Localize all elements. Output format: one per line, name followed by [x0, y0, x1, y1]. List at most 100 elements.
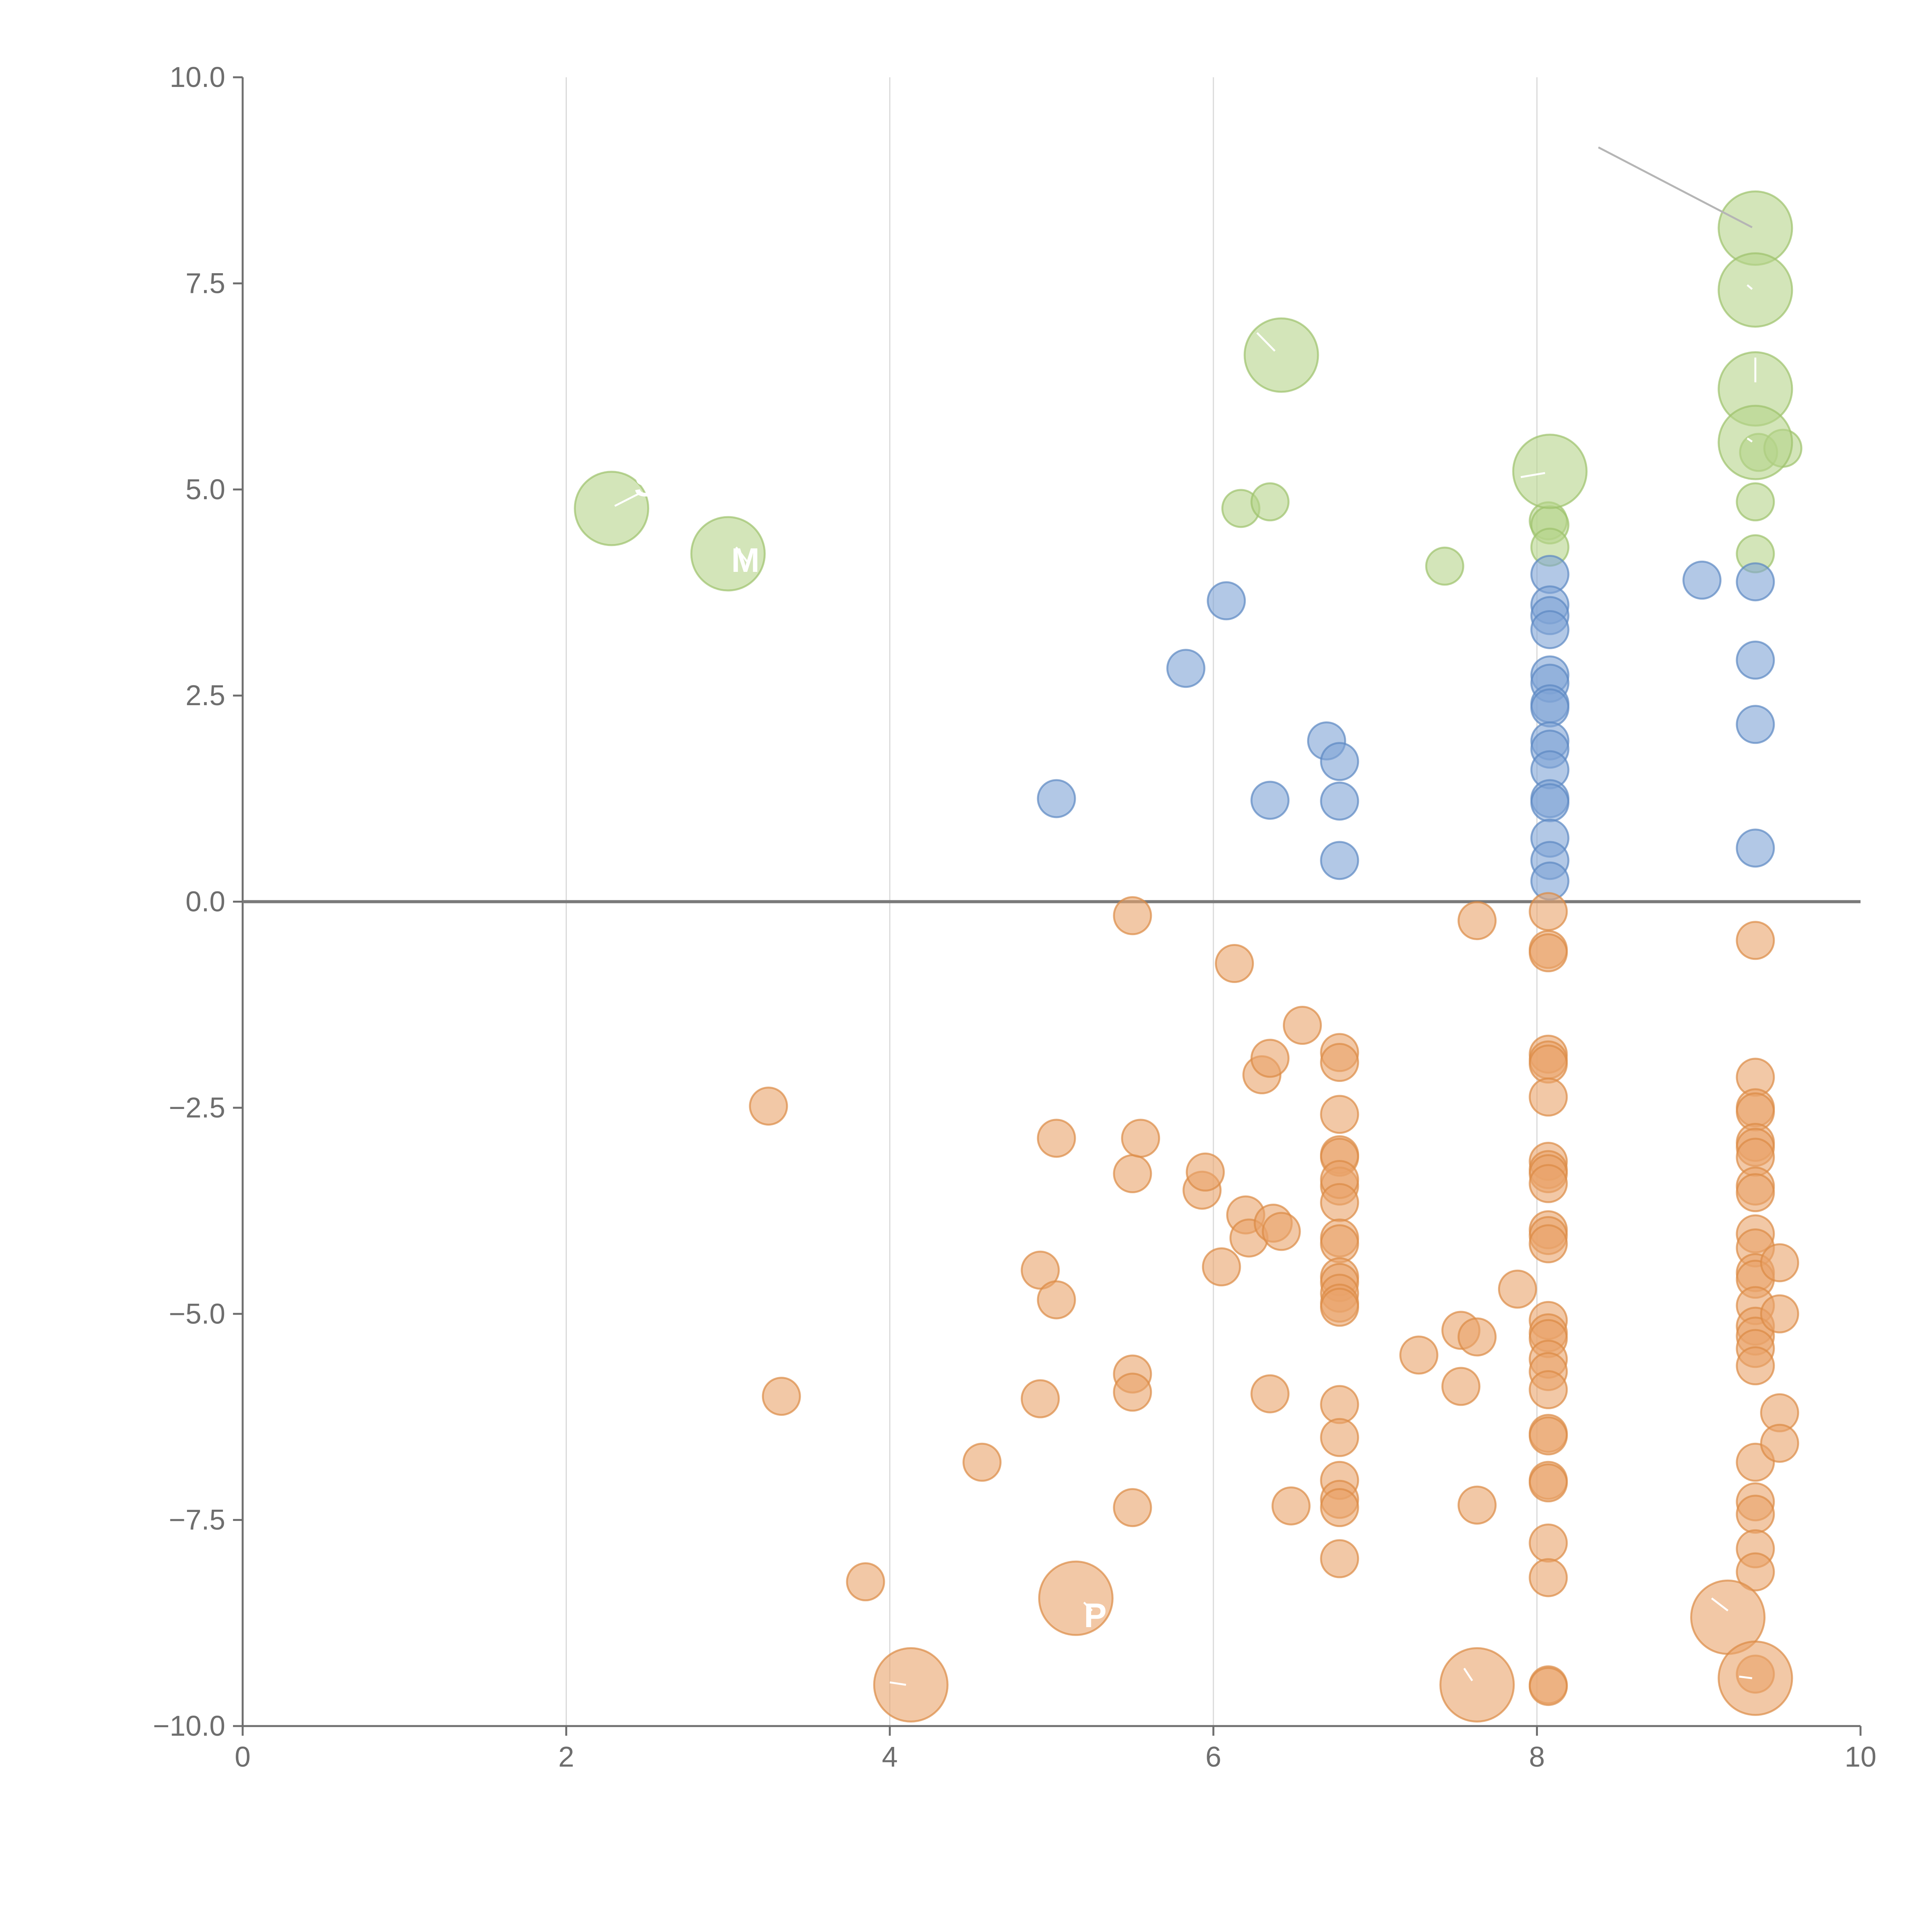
green-point — [1425, 546, 1464, 586]
orange-point — [1736, 1173, 1775, 1213]
orange-point — [1760, 1243, 1799, 1282]
blue-point — [1320, 781, 1359, 821]
orange-point — [1529, 1558, 1568, 1597]
y-tick-label: 0.0 — [185, 886, 225, 918]
point-label: M — [731, 541, 759, 579]
orange-point — [1121, 1119, 1160, 1158]
orange-point — [1038, 1560, 1114, 1636]
orange-point — [1439, 1647, 1515, 1723]
y-tick-label: 7.5 — [185, 267, 225, 299]
green-point — [1243, 317, 1319, 393]
orange-point — [1185, 1152, 1225, 1192]
orange-point — [1529, 1077, 1568, 1117]
blue-point — [1736, 705, 1775, 744]
orange-point — [1320, 1418, 1359, 1457]
blue-point — [1250, 781, 1290, 820]
orange-point — [1399, 1335, 1439, 1375]
orange-point — [1760, 1294, 1799, 1333]
x-tick-label: 4 — [882, 1741, 898, 1773]
orange-point — [1113, 1372, 1152, 1412]
green-point — [1512, 434, 1588, 509]
point-label: S — [634, 465, 657, 503]
orange-point — [1202, 1247, 1241, 1287]
orange-point — [1113, 1154, 1152, 1194]
leader-line — [1747, 284, 1753, 290]
orange-point — [1736, 1346, 1775, 1386]
orange-point — [1250, 1374, 1290, 1413]
x-tick-label: 8 — [1529, 1741, 1545, 1773]
green-point — [1250, 482, 1290, 522]
leader-line — [1747, 437, 1753, 443]
leader-line — [1083, 1602, 1093, 1612]
orange-point — [1320, 1385, 1359, 1424]
orange-point — [1529, 1370, 1568, 1410]
green-point — [1718, 405, 1793, 480]
orange-point — [1020, 1379, 1060, 1418]
orange-point — [762, 1377, 801, 1416]
orange-point — [1529, 1164, 1568, 1203]
green-point — [574, 471, 650, 546]
x-tick-label: 6 — [1206, 1741, 1221, 1773]
blue-point — [1530, 610, 1570, 649]
leader-line — [1463, 1668, 1473, 1682]
orange-point — [873, 1647, 949, 1723]
leader-line — [1598, 146, 1753, 228]
orange-point — [1320, 1095, 1359, 1134]
x-tick-label: 2 — [558, 1741, 574, 1773]
orange-point — [1529, 1523, 1568, 1563]
blue-point — [1166, 649, 1206, 688]
orange-point — [1760, 1423, 1799, 1463]
orange-point — [1037, 1119, 1076, 1158]
orange-point — [1215, 944, 1254, 983]
orange-point — [1529, 933, 1568, 973]
orange-point — [1736, 921, 1775, 960]
orange-point — [1498, 1269, 1537, 1309]
orange-point — [1529, 1044, 1568, 1084]
blue-point — [1736, 640, 1775, 680]
orange-point — [962, 1442, 1002, 1482]
leader-line — [1520, 472, 1545, 478]
orange-point — [1113, 1488, 1152, 1527]
blue-point — [1682, 560, 1722, 600]
y-tick-label: −10.0 — [153, 1710, 225, 1742]
blue-point — [1530, 688, 1570, 728]
leader-line — [1739, 1675, 1752, 1679]
orange-point — [1529, 1416, 1568, 1456]
x-tick-label: 0 — [235, 1741, 250, 1773]
leaders-layer — [614, 146, 1757, 1686]
orange-point — [1320, 1183, 1359, 1222]
orange-point — [1320, 1539, 1359, 1578]
orange-point — [1441, 1367, 1481, 1406]
orange-point — [1529, 1224, 1568, 1264]
green-point — [1718, 252, 1793, 328]
y-tick-label: −5.0 — [169, 1298, 225, 1330]
leader-line — [1711, 1597, 1729, 1612]
point-labels-layer: S M P — [634, 465, 1107, 1634]
orange-point — [1250, 1039, 1290, 1078]
orange-point — [1020, 1250, 1060, 1290]
blue-point — [1530, 783, 1570, 822]
blue-point — [1736, 562, 1775, 602]
orange-point — [1718, 1640, 1793, 1716]
blue-point — [1320, 742, 1359, 781]
orange-point — [1320, 1224, 1359, 1264]
blue-point — [1320, 841, 1359, 880]
y-tick-label: 5.0 — [185, 473, 225, 505]
orange-point — [1736, 1552, 1775, 1592]
orange-point — [1458, 901, 1497, 940]
green-point — [690, 516, 766, 592]
leader-line — [1256, 332, 1276, 352]
orange-point — [846, 1562, 885, 1602]
blue-point — [1037, 779, 1076, 818]
y-tick-label: 2.5 — [185, 679, 225, 711]
leader-line — [614, 493, 639, 507]
orange-point — [1113, 896, 1152, 935]
orange-point — [1529, 892, 1568, 931]
y-tick-label: −2.5 — [169, 1092, 225, 1124]
y-tick-label: −7.5 — [169, 1504, 225, 1536]
blue-point — [1736, 828, 1775, 868]
orange-point — [1282, 1006, 1322, 1045]
y-tick-label: 10.0 — [170, 61, 225, 93]
point-label: P — [1084, 1596, 1107, 1634]
